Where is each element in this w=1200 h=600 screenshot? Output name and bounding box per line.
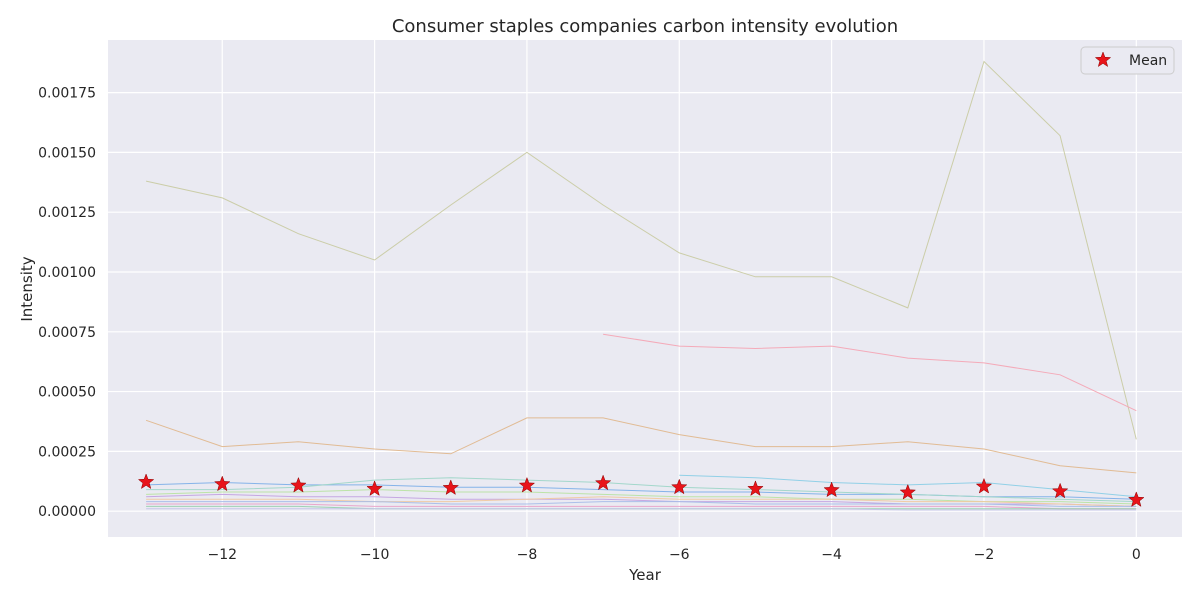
mean-point <box>1051 482 1069 499</box>
mean-point <box>366 480 383 496</box>
x-axis-title: Year <box>628 566 662 584</box>
x-tick-label: −2 <box>974 547 995 563</box>
series-line-9 <box>146 496 1137 507</box>
y-tick-label: 0.00175 <box>38 86 96 102</box>
mean-point <box>670 478 688 495</box>
plot-background <box>108 40 1182 537</box>
y-axis-title: Intensity <box>18 256 36 321</box>
mean-point <box>975 477 993 494</box>
y-tick-label: 0.00050 <box>38 385 96 401</box>
y-tick-label: 0.00100 <box>38 265 96 281</box>
series-line-2 <box>603 333 1137 412</box>
mean-point <box>518 476 536 493</box>
legend: Mean <box>1080 46 1175 75</box>
chart-title: Consumer staples companies carbon intens… <box>392 16 898 37</box>
y-tick-label: 0.00000 <box>38 504 96 520</box>
mean-point <box>747 480 764 496</box>
x-tick-label: 0 <box>1132 547 1141 563</box>
mean-point <box>823 481 840 498</box>
y-tick-label: 0.00150 <box>38 145 96 161</box>
mean-point <box>594 474 612 491</box>
series-line-10 <box>146 501 1137 507</box>
y-tick-label: 0.00125 <box>38 205 96 221</box>
series-line-3 <box>145 417 1137 474</box>
series-lines <box>145 60 1137 511</box>
mean-point <box>213 475 231 492</box>
legend-entry-mean: Mean <box>1129 53 1167 69</box>
mean-point <box>137 473 155 490</box>
mean-point <box>1128 491 1145 507</box>
series-line-11 <box>146 503 1137 510</box>
legend-star <box>1094 51 1112 68</box>
series-line-6 <box>146 477 1137 503</box>
y-tick-label: 0.00075 <box>38 325 96 341</box>
x-tick-label: −4 <box>821 547 842 563</box>
mean-point <box>899 483 917 500</box>
mean-markers <box>137 473 1145 507</box>
mean-point <box>442 479 460 496</box>
series-line-1 <box>145 60 1137 440</box>
x-tick-label: −10 <box>360 547 390 563</box>
mean-point <box>290 476 307 493</box>
legend-star-icon <box>1094 51 1112 68</box>
grid-lines <box>108 40 1182 537</box>
x-tick-label: −6 <box>669 547 690 563</box>
series-line-13 <box>146 508 1137 511</box>
x-tick-label: −8 <box>517 547 538 563</box>
tick-labels: −12 −10 −8 −6 −4 −2 0 0.00000 0.00025 0.00050 0.00… <box>38 86 1141 563</box>
legend-box <box>1080 46 1175 75</box>
x-tick-label: −12 <box>207 547 237 563</box>
y-tick-label: 0.00025 <box>38 444 96 460</box>
